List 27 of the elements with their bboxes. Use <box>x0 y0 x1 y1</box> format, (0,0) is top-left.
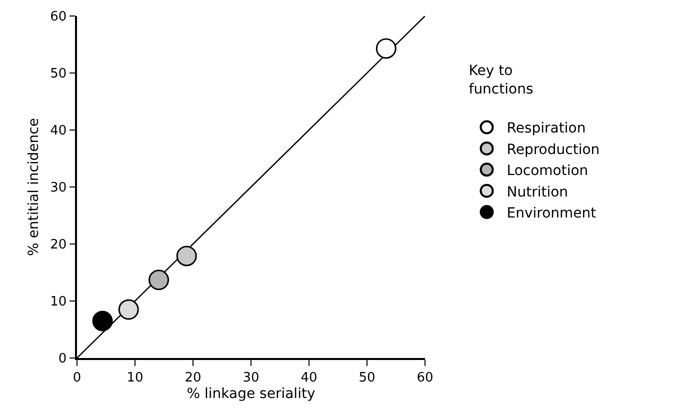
legend-label: Respiration <box>506 120 586 137</box>
y-tick-label: 30 <box>50 180 67 196</box>
point <box>92 310 113 332</box>
point <box>118 299 139 320</box>
point <box>176 246 197 266</box>
x-axis-title: % linkage seriality <box>186 386 316 402</box>
legend-label: Locomotion <box>506 163 588 180</box>
x-tick-label: 20 <box>184 370 202 386</box>
x-tick-label: 60 <box>416 370 434 386</box>
y-tick-label: 20 <box>50 238 67 253</box>
y-tick-label: 0 <box>58 352 67 367</box>
legend-label: Environment <box>506 206 597 222</box>
y-tick-label: 50 <box>50 66 67 82</box>
y-tick-label: 10 <box>50 294 67 310</box>
y-tick-label: 40 <box>50 124 67 139</box>
y-axis-title: % entitial incidence <box>26 118 42 256</box>
x-tick-label: 30 <box>242 370 260 386</box>
legend-label: Nutrition <box>506 184 568 200</box>
legend-title: Key to functions <box>468 63 534 98</box>
point <box>148 270 170 290</box>
x-tick-label: 0 <box>72 370 82 386</box>
x-tick-label: 40 <box>300 370 318 386</box>
x-tick-label: 10 <box>126 370 144 386</box>
y-tick-label: 60 <box>50 10 67 25</box>
x-tick-label: 50 <box>358 370 376 386</box>
point <box>376 38 396 59</box>
legend-label: Reproduction <box>506 142 600 158</box>
